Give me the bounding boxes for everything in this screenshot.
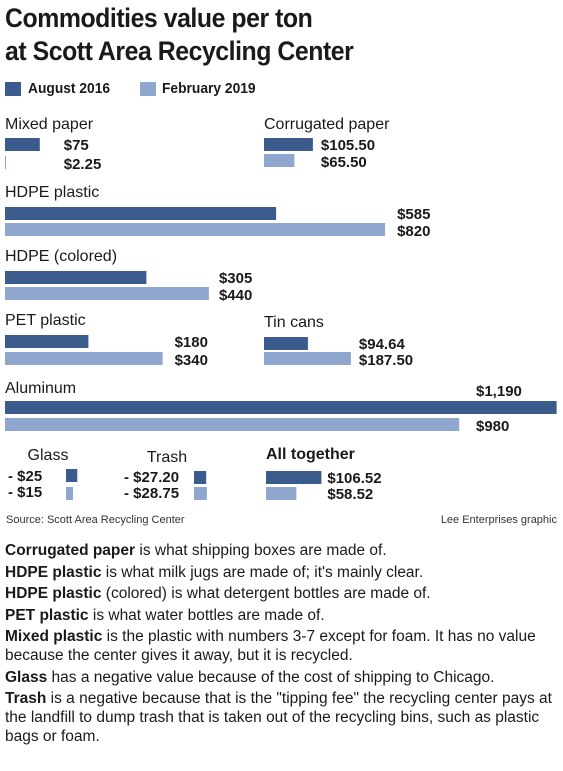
value-label-all-together-aug2016: $106.52 bbox=[327, 470, 381, 487]
note-term: HDPE plastic bbox=[5, 563, 102, 581]
note-term: Corrugated paper bbox=[5, 542, 136, 559]
value-label-pet-plastic-aug2016: $180 bbox=[175, 334, 208, 351]
category-label-all-together: All together bbox=[266, 446, 355, 463]
value-label-hdpe-colored-feb2019: $440 bbox=[219, 287, 252, 304]
category-label-glass: Glass bbox=[28, 447, 69, 464]
note-item: Trash is a negative because that is the … bbox=[5, 689, 561, 746]
value-label-aluminum-aug2016: $1,190 bbox=[476, 383, 522, 400]
note-term: HDPE plastic bbox=[5, 585, 102, 602]
bar-hdpe-colored-feb2019 bbox=[5, 287, 209, 300]
note-text: has a negative value because of the cost… bbox=[47, 668, 495, 686]
note-text: is a negative because that is the "tippi… bbox=[5, 690, 552, 745]
category-label-pet-plastic: PET plastic bbox=[5, 312, 86, 329]
bar-hdpe-plastic-aug2016 bbox=[5, 207, 277, 220]
bar-pet-plastic-aug2016 bbox=[5, 335, 89, 348]
note-item: Corrugated paper is what shipping boxes … bbox=[5, 541, 561, 560]
category-label-hdpe-colored: HDPE (colored) bbox=[5, 248, 117, 265]
bar-tin-cans-feb2019 bbox=[264, 352, 351, 365]
bar-aluminum-aug2016 bbox=[5, 401, 557, 414]
value-label-mixed-paper-aug2016: $75 bbox=[64, 137, 89, 154]
bar-all-together-aug2016 bbox=[266, 471, 322, 484]
category-label-trash: Trash bbox=[147, 449, 187, 466]
legend-label-feb2019: February 2019 bbox=[162, 80, 256, 97]
graphic-credit: Lee Enterprises graphic bbox=[440, 514, 557, 526]
category-label-corrugated-paper: Corrugated paper bbox=[264, 116, 390, 133]
legend: August 2016 February 2019 bbox=[5, 79, 405, 99]
explanatory-notes: Corrugated paper is what shipping boxes … bbox=[5, 541, 561, 749]
value-label-corrugated-paper-feb2019: $65.50 bbox=[321, 154, 367, 171]
note-item: HDPE plastic is what milk jugs are made … bbox=[5, 563, 561, 582]
note-term: Glass bbox=[5, 668, 48, 686]
value-label-hdpe-plastic-aug2016: $585 bbox=[397, 206, 430, 223]
value-label-all-together-feb2019: $58.52 bbox=[327, 486, 373, 503]
value-label-trash-aug2016: - $27.20 bbox=[124, 469, 179, 486]
value-label-tin-cans-feb2019: $187.50 bbox=[359, 352, 413, 369]
bar-aluminum-feb2019 bbox=[5, 418, 460, 431]
note-term: Mixed plastic bbox=[5, 628, 103, 645]
value-label-aluminum-feb2019: $980 bbox=[476, 418, 509, 435]
bar-trash-feb2019 bbox=[194, 487, 207, 500]
value-label-corrugated-paper-aug2016: $105.50 bbox=[321, 137, 375, 154]
note-text: is what milk jugs are made of; it's main… bbox=[101, 563, 424, 581]
value-label-hdpe-plastic-feb2019: $820 bbox=[397, 223, 430, 240]
legend-swatch-feb2019 bbox=[140, 82, 156, 96]
note-text: is what water bottles are made of. bbox=[88, 606, 325, 624]
note-term: Trash bbox=[5, 690, 47, 707]
value-label-tin-cans-aug2016: $94.64 bbox=[359, 336, 406, 353]
value-label-hdpe-colored-aug2016: $305 bbox=[219, 270, 252, 287]
value-label-glass-aug2016: - $25 bbox=[8, 468, 42, 485]
value-label-trash-feb2019: - $28.75 bbox=[124, 485, 179, 502]
bar-corrugated-paper-aug2016 bbox=[264, 138, 313, 151]
value-label-mixed-paper-feb2019: $2.25 bbox=[64, 156, 102, 173]
bar-hdpe-plastic-feb2019 bbox=[5, 223, 386, 236]
category-label-hdpe-plastic: HDPE plastic bbox=[5, 184, 99, 201]
value-label-pet-plastic-feb2019: $340 bbox=[175, 352, 208, 369]
legend-swatch-aug2016 bbox=[5, 82, 21, 96]
note-text: is what shipping boxes are made of. bbox=[135, 542, 387, 559]
title-line-2: at Scott Area Recycling Center bbox=[5, 36, 354, 66]
chart-title: Commodities value per ton at Scott Area … bbox=[5, 2, 516, 68]
category-label-mixed-paper: Mixed paper bbox=[5, 116, 94, 133]
category-label-aluminum: Aluminum bbox=[5, 380, 76, 397]
bar-hdpe-colored-aug2016 bbox=[5, 271, 147, 284]
legend-label-aug2016: August 2016 bbox=[28, 80, 111, 97]
note-item: Glass has a negative value because of th… bbox=[5, 668, 561, 687]
bar-mixed-paper-feb2019 bbox=[5, 156, 6, 169]
note-text: (colored) is what detergent bottles are … bbox=[101, 585, 431, 602]
bar-trash-aug2016 bbox=[194, 471, 207, 484]
note-item: PET plastic is what water bottles are ma… bbox=[5, 606, 561, 625]
note-term: PET plastic bbox=[5, 606, 89, 624]
category-label-tin-cans: Tin cans bbox=[264, 314, 324, 331]
bar-glass-feb2019 bbox=[66, 487, 73, 500]
bar-mixed-paper-aug2016 bbox=[5, 138, 40, 151]
bar-all-together-feb2019 bbox=[266, 487, 297, 500]
bar-pet-plastic-feb2019 bbox=[5, 352, 163, 365]
note-text: is the plastic with numbers 3-7 except f… bbox=[5, 628, 536, 664]
note-item: Mixed plastic is the plastic with number… bbox=[5, 627, 561, 665]
note-item: HDPE plastic (colored) is what detergent… bbox=[5, 584, 561, 603]
bar-tin-cans-aug2016 bbox=[264, 337, 308, 350]
source-note: Source: Scott Area Recycling Center bbox=[6, 514, 185, 526]
bar-corrugated-paper-feb2019 bbox=[264, 154, 295, 167]
title-line-1: Commodities value per ton bbox=[5, 3, 313, 33]
bar-glass-aug2016 bbox=[66, 469, 78, 482]
value-label-glass-feb2019: - $15 bbox=[8, 484, 42, 501]
